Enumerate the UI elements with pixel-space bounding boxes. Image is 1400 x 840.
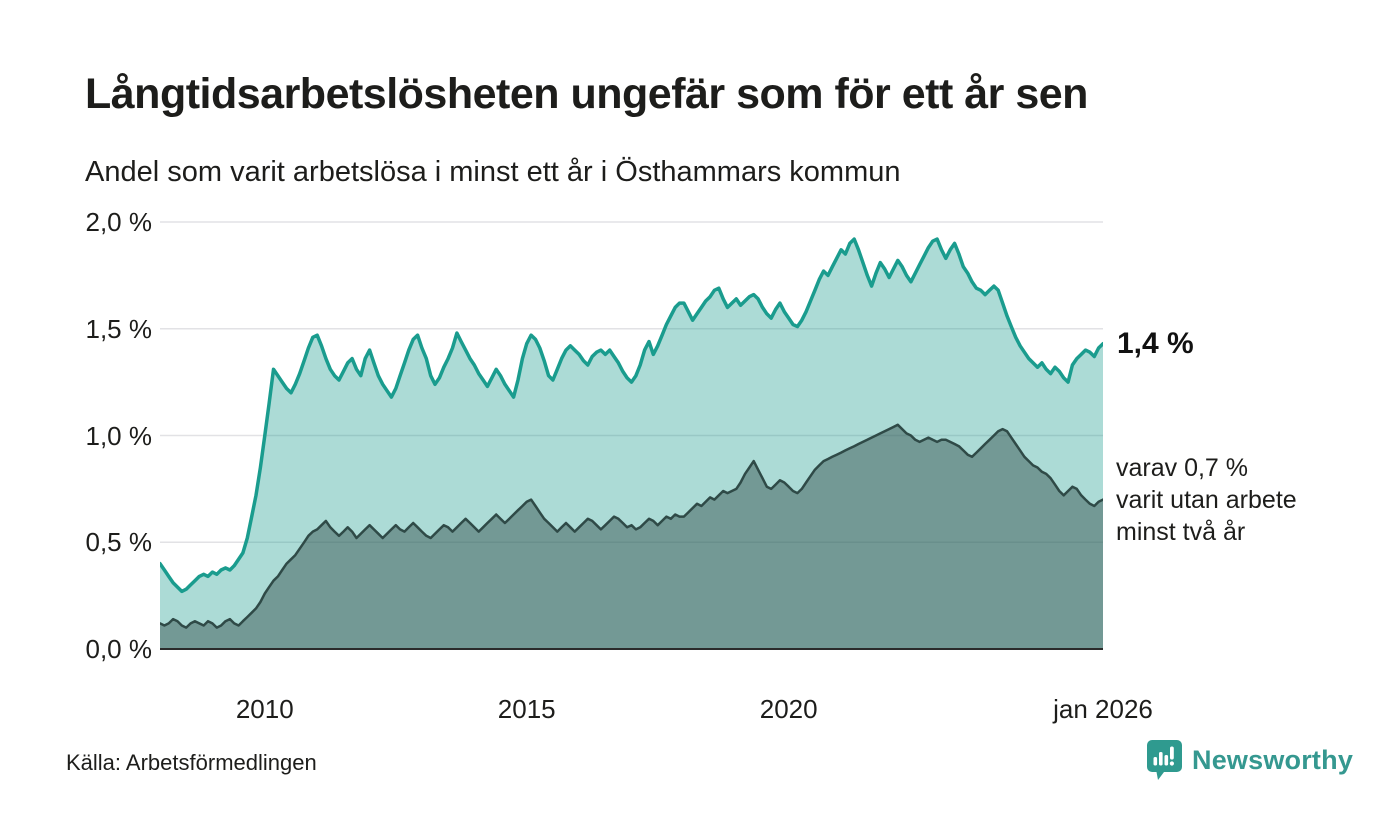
subset-annotation: varav 0,7 % varit utan arbete minst två … — [1116, 452, 1297, 548]
plot-svg — [160, 221, 1103, 650]
subset-annotation-line2: varit utan arbete — [1116, 485, 1297, 514]
x-tick-label: 2010 — [235, 694, 294, 724]
y-tick-label: 0,0 % — [85, 634, 153, 664]
x-tick-label: 2020 — [759, 694, 818, 724]
page-title: Långtidsarbetslösheten ungefär som för e… — [85, 70, 1088, 118]
chart-subtitle: Andel som varit arbetslösa i minst ett å… — [85, 156, 901, 188]
newsworthy-icon — [1147, 740, 1182, 780]
subset-annotation-line1: varav 0,7 % — [1116, 453, 1249, 482]
y-tick-label: 2,0 % — [85, 207, 153, 237]
subset-annotation-line3: minst två år — [1116, 517, 1246, 546]
x-tick-label: 2015 — [497, 694, 556, 724]
y-tick-label: 1,0 % — [85, 420, 153, 451]
y-tick-label: 0,5 % — [85, 527, 153, 558]
y-tick-label: 1,5 % — [85, 313, 153, 344]
brand-logo: Newsworthy — [1146, 739, 1353, 781]
latest-value-label: 1,4 % — [1117, 326, 1194, 360]
brand-name: Newsworthy — [1192, 744, 1354, 775]
x-tick-label: jan 2026 — [1053, 694, 1153, 724]
source-note: Källa: Arbetsförmedlingen — [66, 750, 317, 775]
